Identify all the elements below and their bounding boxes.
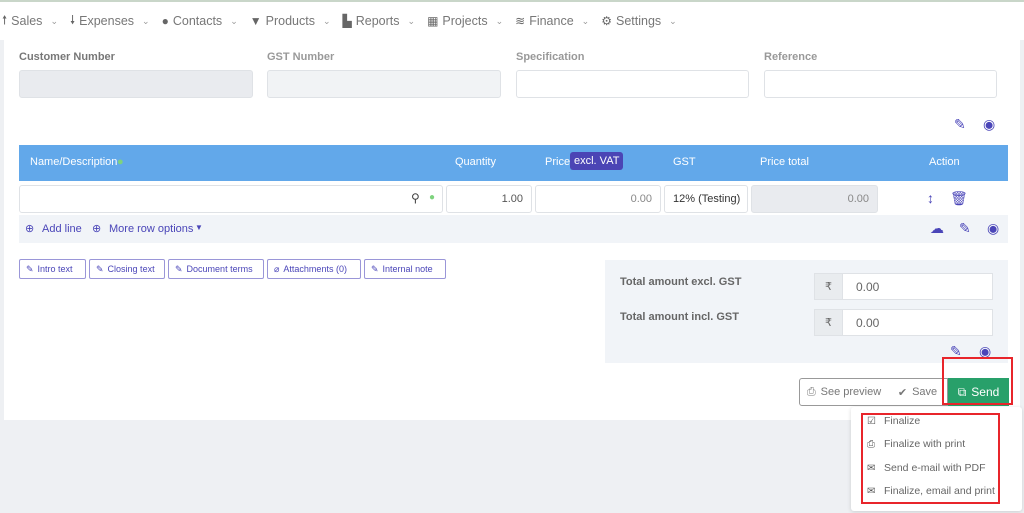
- add-line-button[interactable]: Add line: [42, 223, 82, 235]
- eye-icon[interactable]: ◉: [983, 116, 996, 132]
- internal-note-button[interactable]: ✎ Internal note: [364, 259, 446, 279]
- arrow-up-icon: 🠕: [2, 12, 8, 27]
- print-icon: ⎙: [867, 438, 875, 450]
- reorder-icon[interactable]: ↕: [927, 190, 934, 206]
- price-input[interactable]: 0.00: [535, 185, 661, 213]
- trash-icon[interactable]: 🗑: [950, 190, 968, 206]
- nav-reports[interactable]: ▙ Reports ⌄: [342, 14, 416, 28]
- save-button[interactable]: ✔ Save: [888, 378, 948, 406]
- edit-icon: ✎: [26, 263, 34, 274]
- reference-input[interactable]: [764, 70, 997, 98]
- eye-icon[interactable]: ◉: [987, 220, 1000, 236]
- header-action: Action: [929, 156, 960, 168]
- envelope-icon: ✉: [867, 462, 876, 474]
- search-icon[interactable]: ⚲: [411, 191, 420, 205]
- header-name: Name/Description: [30, 156, 118, 168]
- tag-icon[interactable]: ●: [429, 192, 436, 203]
- vat-toggle[interactable]: excl. VAT: [570, 152, 624, 170]
- chevron-down-icon: ⌄: [322, 15, 331, 26]
- gst-number-label: GST Number: [267, 51, 335, 63]
- quantity-input[interactable]: 1.00: [446, 185, 532, 213]
- chevron-down-icon: ⌄: [581, 15, 590, 26]
- customer-number-label: Customer Number: [19, 51, 115, 63]
- external-link-icon: ⧉: [957, 384, 967, 399]
- nav-finance[interactable]: ≋ Finance ⌄: [515, 14, 590, 28]
- arrow-down-icon: 🠗: [69, 12, 76, 27]
- total-incl-label: Total amount incl. GST: [620, 311, 739, 323]
- chevron-down-icon: ⌄: [495, 15, 504, 26]
- gear-icon: ⚙: [601, 14, 612, 28]
- header-quantity: Quantity: [455, 156, 496, 168]
- chevron-down-icon: ⌄: [669, 15, 677, 26]
- tag-icon: ●: [117, 156, 124, 168]
- nav-contacts[interactable]: ● Contacts ⌄: [161, 14, 238, 28]
- pencil-icon[interactable]: ✎: [954, 116, 966, 132]
- gst-select[interactable]: 12% (Testing): [664, 185, 748, 213]
- menu-item-finalize[interactable]: ☑ Finalize: [867, 415, 921, 427]
- cloud-upload-icon[interactable]: ☁: [930, 220, 944, 236]
- document-terms-button[interactable]: ✎ Document terms: [168, 259, 264, 279]
- total-incl-value: 0.00: [842, 309, 993, 336]
- intro-text-button[interactable]: ✎ Intro text: [19, 259, 86, 279]
- caret-down-icon: ▼: [195, 223, 203, 232]
- gst-number-input[interactable]: [267, 70, 501, 98]
- chart-icon: ▙: [342, 14, 352, 28]
- specification-label: Specification: [516, 51, 585, 63]
- more-row-options-button[interactable]: More row options: [109, 223, 194, 235]
- nav-sales[interactable]: 🠕 Sales ⌄: [2, 11, 58, 32]
- nav-products[interactable]: ▼ Products ⌄: [249, 14, 331, 28]
- edit-icon: ✎: [371, 263, 379, 274]
- plus-circle-icon: ⊕: [25, 223, 35, 235]
- top-nav: 🠕 Sales ⌄ 🠗 Expenses ⌄ ● Contacts ⌄ ▼ Products ⌄…: [0, 0, 1024, 40]
- attachments-button[interactable]: ⌀ Attachments (0): [267, 259, 361, 279]
- menu-item-finalize-print[interactable]: ⎙ Finalize with print: [867, 438, 966, 450]
- cart-icon: ▼: [249, 14, 262, 28]
- envelope-icon: ✉: [867, 485, 876, 497]
- price-total-field: 0.00: [751, 185, 878, 213]
- nav-projects[interactable]: ▦ Projects ⌄: [427, 14, 504, 28]
- table-header: Name/Description ● Quantity Price excl. …: [19, 145, 1008, 181]
- highlight-box: [861, 413, 1000, 504]
- send-dropdown-menu: ☑ Finalize ⎙ Finalize with print ✉ Send e-m…: [851, 407, 1022, 511]
- calendar-icon: ▦: [427, 14, 439, 28]
- edit-icon: ✎: [96, 263, 104, 274]
- print-icon: ⎙: [806, 385, 816, 398]
- send-button[interactable]: ⧉ Send: [948, 378, 1009, 406]
- totals-panel: Total amount excl. GST ₹0.00 Total amoun…: [605, 260, 1008, 363]
- menu-item-finalize-email-print[interactable]: ✉ Finalize, email and print: [867, 485, 995, 497]
- pencil-icon[interactable]: ✎: [959, 220, 971, 236]
- check-square-icon: ☑: [867, 415, 876, 427]
- specification-input[interactable]: [516, 70, 749, 98]
- header-gst: GST: [673, 156, 696, 168]
- menu-item-send-email-pdf[interactable]: ✉ Send e-mail with PDF: [867, 462, 986, 474]
- customer-number-input[interactable]: [19, 70, 253, 98]
- chevron-down-icon: ⌄: [142, 15, 150, 26]
- pencil-icon[interactable]: ✎: [950, 343, 962, 359]
- nav-settings[interactable]: ⚙ Settings ⌄: [601, 14, 677, 28]
- closing-text-button[interactable]: ✎ Closing text: [89, 259, 165, 279]
- plus-circle-icon: ⊕: [92, 223, 102, 235]
- chevron-down-icon: ⌄: [50, 15, 58, 26]
- highlight-box: [942, 357, 1013, 405]
- eye-icon[interactable]: ◉: [979, 343, 992, 359]
- check-circle-icon: ✔: [897, 386, 908, 399]
- user-icon: ●: [161, 14, 169, 28]
- coins-icon: ≋: [515, 14, 526, 28]
- reference-label: Reference: [764, 51, 818, 63]
- nav-expenses[interactable]: 🠗 Expenses ⌄: [70, 11, 150, 32]
- chevron-down-icon: ⌄: [407, 15, 416, 26]
- header-price: Price: [545, 156, 571, 168]
- edit-icon: ✎: [175, 263, 183, 274]
- currency-symbol: ₹: [814, 273, 842, 300]
- see-preview-button[interactable]: ⎙ See preview: [799, 378, 889, 406]
- table-footer: ⊕ Add line ⊕ More row options ▼ ☁ ✎ ◉: [19, 215, 1008, 243]
- header-total: Price total: [760, 156, 809, 168]
- total-excl-label: Total amount excl. GST: [620, 276, 742, 288]
- currency-symbol: ₹: [814, 309, 842, 336]
- chevron-down-icon: ⌄: [230, 15, 238, 26]
- name-input[interactable]: [19, 185, 443, 213]
- total-excl-value: 0.00: [842, 273, 993, 300]
- paperclip-icon: ⌀: [274, 263, 280, 274]
